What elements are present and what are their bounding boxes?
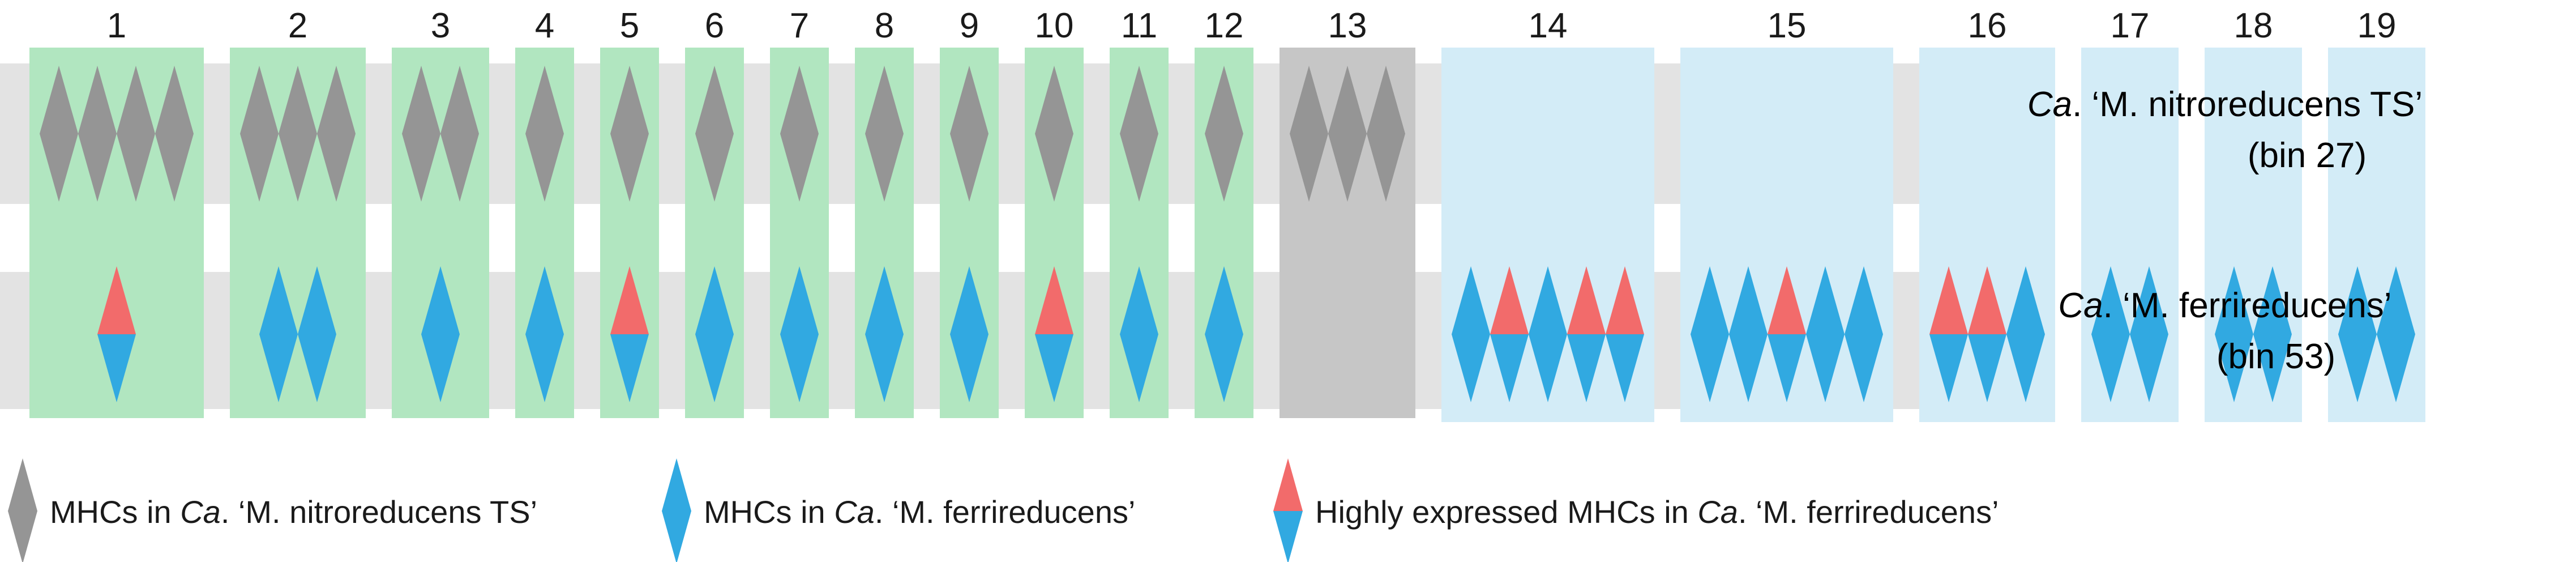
mhc-nitro-g1-3-gray — [117, 66, 155, 202]
mhc-ferri-g11-1-blue — [1120, 266, 1158, 402]
group-number-4: 4 — [535, 6, 554, 45]
organism-bin-nitro: (bin 27) — [2248, 136, 2367, 175]
legend-item-gray: MHCs in Ca. ‘M. nitroreducens TS’ — [8, 458, 537, 562]
mhc-nitro-g8-1-gray — [865, 66, 904, 202]
mhc-ferri-g17-1-blue — [2091, 266, 2130, 402]
group-box-19 — [2328, 48, 2425, 422]
mhc-ferri-g8-1-blue — [865, 266, 904, 402]
mhc-ferri-g16-3-blue — [2006, 266, 2045, 402]
legend: MHCs in Ca. ‘M. nitroreducens TS’ MHCs in… — [8, 458, 1999, 562]
mhc-nitro-g13-1-gray — [1290, 66, 1328, 202]
mhc-diamonds — [40, 66, 2415, 402]
mhc-ferri-g14-1-blue — [1452, 266, 1490, 402]
mhc-ferri-g1-1-highly-expressed — [97, 266, 136, 402]
group-box-17 — [2081, 48, 2179, 422]
legend-swatch-gray — [8, 458, 37, 562]
group-number-8: 8 — [875, 6, 894, 45]
mhc-nitro-g1-1-gray — [40, 66, 78, 202]
mhc-nitro-g5-1-gray — [610, 66, 649, 202]
mhc-ferri-g4-1-blue — [525, 266, 564, 402]
mhc-nitro-g12-1-gray — [1205, 66, 1243, 202]
mhc-ferri-g7-1-blue — [780, 266, 819, 402]
legend-swatch-blue — [662, 458, 691, 562]
mhc-ferri-g6-1-blue — [695, 266, 734, 402]
group-numbers: 1 2 3 4 5 6 7 8 9 10 11 12 13 14 15 16 17 18 19 — [107, 6, 2397, 45]
group-number-18: 18 — [2234, 6, 2273, 45]
mhc-ferri-g10-1-highly-expressed — [1035, 266, 1073, 402]
organism-label-nitro: Ca. ‘M. nitroreducens TS’ — [2027, 85, 2423, 124]
mhc-nitro-g3-2-gray — [440, 66, 479, 202]
group-number-2: 2 — [288, 6, 307, 45]
legend-item-high: Highly expressed MHCs in Ca. ‘M. ferrire… — [1273, 458, 1999, 562]
group-number-6: 6 — [705, 6, 724, 45]
mhc-ferri-g2-1-blue — [259, 266, 298, 402]
mhc-ferri-g15-2-blue — [1729, 266, 1768, 402]
mhc-ferri-g19-2-blue — [2377, 266, 2415, 402]
organism-prefix-ferri: Ca — [2058, 286, 2103, 325]
mhc-ferri-g14-5-highly-expressed — [1606, 266, 1644, 402]
group-number-11: 11 — [1121, 6, 1157, 45]
mhc-nitro-g2-2-gray — [279, 66, 317, 202]
mhc-nitro-g3-1-gray — [402, 66, 440, 202]
group-number-7: 7 — [790, 6, 809, 45]
mhc-ferri-g18-1-blue — [2215, 266, 2253, 402]
mhc-nitro-g11-1-gray — [1120, 66, 1158, 202]
organism-prefix-nitro: Ca — [2027, 85, 2072, 124]
group-number-14: 14 — [1529, 6, 1568, 45]
group-box-18 — [2205, 48, 2302, 422]
group-number-16: 16 — [1968, 6, 2007, 45]
mhc-ferri-g15-1-blue — [1691, 266, 1729, 402]
organism-name-nitro: . ‘M. nitroreducens TS’ — [2072, 85, 2423, 124]
group-number-13: 13 — [1328, 6, 1367, 45]
mhc-nitro-g1-4-gray — [155, 66, 194, 202]
mhc-nitro-g9-1-gray — [950, 66, 989, 202]
group-number-10: 10 — [1035, 6, 1074, 45]
mhc-ferri-g14-2-highly-expressed — [1490, 266, 1529, 402]
mhc-nitro-g13-2-gray — [1328, 66, 1367, 202]
group-number-17: 17 — [2111, 6, 2150, 45]
group-number-3: 3 — [431, 6, 450, 45]
legend-label-blue: MHCs in Ca. ‘M. ferrireducens’ — [704, 494, 1135, 530]
mhc-ferri-g5-1-highly-expressed — [610, 266, 649, 402]
mhc-ferri-g14-4-highly-expressed — [1567, 266, 1606, 402]
legend-label-high: Highly expressed MHCs in Ca. ‘M. ferrire… — [1315, 494, 1999, 530]
group-number-19: 19 — [2357, 6, 2397, 45]
mhc-ferri-g17-2-blue — [2130, 266, 2168, 402]
group-number-9: 9 — [960, 6, 979, 45]
mhc-ferri-g16-2-highly-expressed — [1968, 266, 2006, 402]
mhc-ferri-g15-5-blue — [1845, 266, 1883, 402]
group-number-12: 12 — [1205, 6, 1244, 45]
mhc-ferri-g16-1-highly-expressed — [1929, 266, 1968, 402]
organism-name-ferri: . ‘M. ferrireducens’ — [2103, 286, 2392, 325]
mhc-nitro-g2-3-gray — [317, 66, 356, 202]
legend-label-gray: MHCs in Ca. ‘M. nitroreducens TS’ — [50, 494, 537, 530]
mhc-ferri-g9-1-blue — [950, 266, 989, 402]
group-number-1: 1 — [107, 6, 126, 45]
legend-item-blue: MHCs in Ca. ‘M. ferrireducens’ — [662, 458, 1135, 562]
mhc-ferri-g19-1-blue — [2338, 266, 2377, 402]
group-number-15: 15 — [1768, 6, 1807, 45]
group-number-5: 5 — [620, 6, 639, 45]
mhc-nitro-g6-1-gray — [695, 66, 734, 202]
mhc-ferri-g15-3-highly-expressed — [1768, 266, 1806, 402]
mhc-ferri-g2-2-blue — [298, 266, 336, 402]
mhc-nitro-g13-3-gray — [1367, 66, 1405, 202]
mhc-ferri-g14-3-blue — [1529, 266, 1567, 402]
mhc-nitro-g1-2-gray — [78, 66, 117, 202]
mhc-ferri-g15-4-blue — [1806, 266, 1845, 402]
mhc-nitro-g10-1-gray — [1035, 66, 1073, 202]
organism-bin-ferri: (bin 53) — [2216, 337, 2335, 376]
mhc-ferri-g12-1-blue — [1205, 266, 1243, 402]
mhc-nitro-g4-1-gray — [525, 66, 564, 202]
organism-label-ferri: Ca. ‘M. ferrireducens’ — [2058, 286, 2391, 325]
mhc-ferri-g3-1-blue — [421, 266, 460, 402]
mhc-ferri-g18-2-blue — [2253, 266, 2292, 402]
mhc-nitro-g2-1-gray — [240, 66, 279, 202]
mhc-nitro-g7-1-gray — [780, 66, 819, 202]
legend-swatch-high — [1273, 458, 1303, 562]
